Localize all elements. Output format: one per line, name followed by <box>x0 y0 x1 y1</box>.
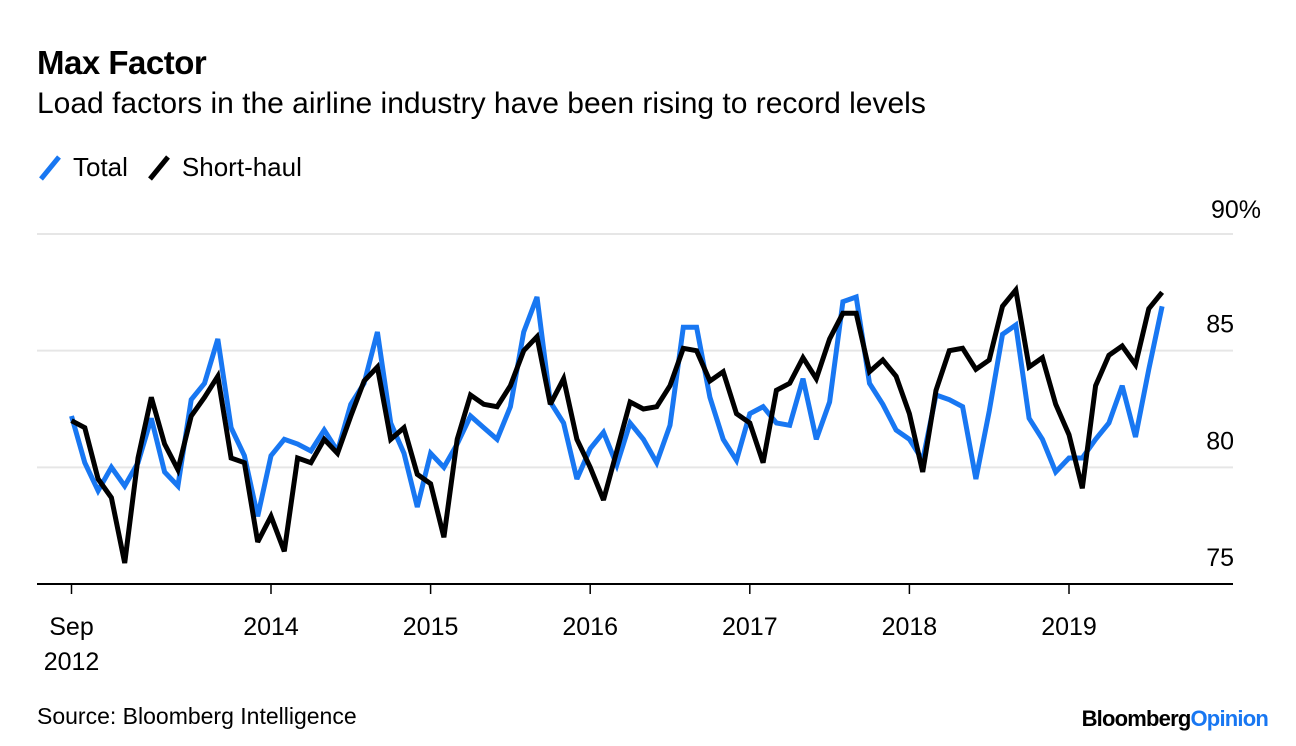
x-tick-label-2015: 2015 <box>403 613 459 641</box>
brand-secondary: Opinion <box>1190 706 1269 731</box>
x-tick-label-2017: 2017 <box>722 613 778 641</box>
legend-item-short-haul: Short-haul <box>146 152 302 183</box>
source-note: Source: Bloomberg Intelligence <box>37 703 357 729</box>
legend-swatch-short-haul-icon <box>147 154 170 181</box>
y-axis-labels: 90% 85 80 75 <box>1206 196 1261 572</box>
grid-layer <box>37 233 1233 469</box>
legend-label-total: Total <box>73 152 128 182</box>
brand-logo: BloombergOpinion <box>1081 706 1269 732</box>
y-tick-label-85: 85 <box>1206 311 1234 339</box>
x-tick-label-Sep: Sep <box>49 613 93 641</box>
brand-primary: Bloomberg <box>1081 706 1192 731</box>
x-tick-label-2012: 2012 <box>44 648 100 676</box>
x-axis <box>37 583 1233 594</box>
y-tick-label-80: 80 <box>1206 427 1234 455</box>
legend-label-short-haul: Short-haul <box>181 152 302 182</box>
legend-item-total: Total <box>37 152 128 183</box>
y-tick-label-75: 75 <box>1206 544 1234 572</box>
x-tick-label-2016: 2016 <box>562 613 618 641</box>
x-axis-labels: Sep 2012 2014 2015 2016 2017 2018 2019 <box>44 613 1097 676</box>
y-tick-label-90: 90% <box>1211 196 1261 224</box>
x-tick-label-2018: 2018 <box>882 613 938 641</box>
series-line-short-haul <box>70 284 1165 564</box>
series-layer <box>69 284 1165 564</box>
series-short-haul <box>70 284 1165 564</box>
legend: Total Short-haul <box>37 152 320 183</box>
x-tick-label-2019: 2019 <box>1041 613 1097 641</box>
chart-title: Max Factor <box>37 44 207 81</box>
x-tick-label-2014: 2014 <box>243 613 299 641</box>
chart-subtitle: Load factors in the airline industry hav… <box>37 87 926 120</box>
legend-swatch-total-icon <box>39 154 61 181</box>
